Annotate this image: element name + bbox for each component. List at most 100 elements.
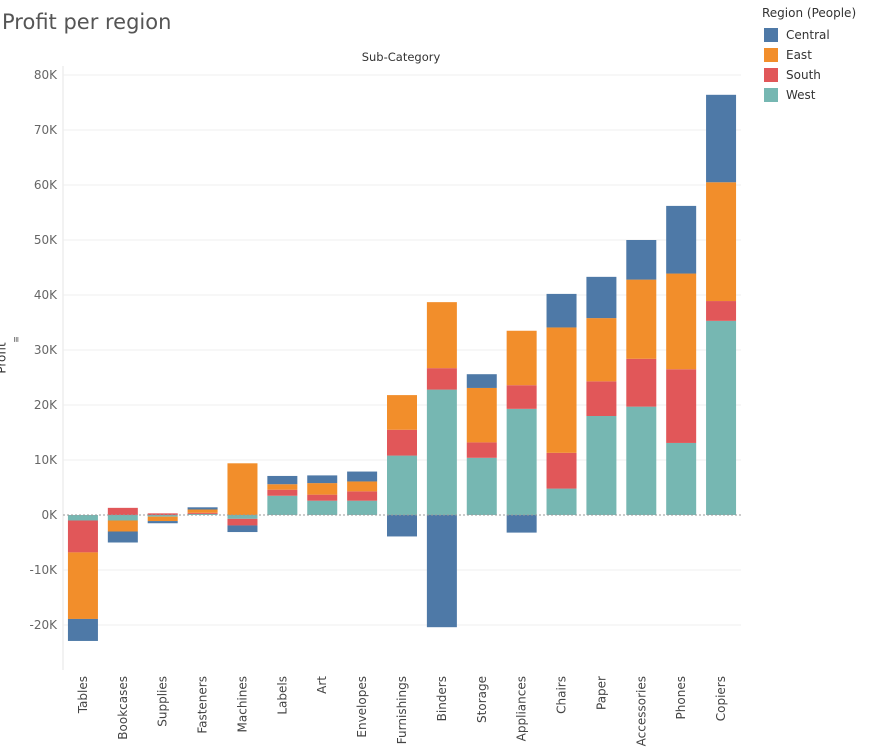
bar-tables-east[interactable] — [67, 552, 98, 619]
legend-label: South — [786, 68, 821, 82]
bar-binders-south[interactable] — [426, 368, 457, 390]
bar-labels-central[interactable] — [267, 475, 298, 485]
x-tick-label: Accessories — [634, 676, 648, 746]
bar-bookcases-west[interactable] — [107, 515, 138, 521]
x-tick-label: Art — [315, 676, 329, 694]
bar-machines-west[interactable] — [227, 515, 258, 519]
bar-envelopes-west[interactable] — [347, 500, 378, 515]
bar-chairs-east[interactable] — [546, 327, 577, 453]
bar-supplies-central[interactable] — [147, 521, 178, 524]
bar-envelopes-east[interactable] — [347, 481, 378, 492]
bar-fasteners-south[interactable] — [187, 512, 218, 514]
legend-swatch — [764, 28, 778, 42]
bar-labels-south[interactable] — [267, 489, 298, 496]
legend-label: West — [786, 88, 816, 102]
legend-title: Region (People) — [762, 6, 857, 20]
bar-art-central[interactable] — [307, 475, 338, 484]
bar-paper-south[interactable] — [586, 381, 617, 416]
x-tick-label: Phones — [674, 676, 688, 719]
x-tick-label: Copiers — [714, 676, 728, 721]
legend-item-west[interactable]: West — [762, 85, 856, 105]
bar-copiers-central[interactable] — [706, 94, 737, 183]
bar-furnishings-central[interactable] — [387, 515, 417, 537]
bar-art-west[interactable] — [307, 500, 338, 515]
bar-furnishings-west[interactable] — [387, 455, 417, 515]
bar-phones-west[interactable] — [666, 442, 697, 515]
bar-storage-east[interactable] — [466, 387, 497, 443]
y-tick-label: 70K — [34, 123, 58, 137]
bar-bookcases-central[interactable] — [107, 531, 138, 543]
legend-items: Central East South West — [762, 25, 856, 105]
bar-appliances-west[interactable] — [506, 408, 537, 515]
bar-accessories-west[interactable] — [626, 406, 657, 515]
bar-art-east[interactable] — [307, 483, 338, 495]
bar-labels-east[interactable] — [267, 484, 298, 490]
bar-tables-south[interactable] — [67, 520, 98, 553]
bar-envelopes-central[interactable] — [347, 471, 378, 482]
y-tick-label: -20K — [30, 618, 59, 632]
bar-furnishings-south[interactable] — [387, 429, 417, 456]
bar-machines-south[interactable] — [227, 518, 258, 526]
bar-furnishings-east[interactable] — [387, 395, 417, 430]
bar-binders-east[interactable] — [426, 302, 457, 369]
bar-appliances-central[interactable] — [506, 515, 537, 533]
bar-fasteners-west[interactable] — [187, 513, 218, 515]
bar-supplies-south[interactable] — [147, 513, 178, 515]
bar-supplies-west[interactable] — [147, 515, 178, 517]
legend-item-central[interactable]: Central — [762, 25, 856, 45]
bar-tables-west[interactable] — [67, 515, 98, 521]
bar-accessories-south[interactable] — [626, 358, 657, 407]
legend-item-east[interactable]: East — [762, 45, 856, 65]
x-tick-label: Storage — [475, 676, 489, 723]
bar-art-south[interactable] — [307, 494, 338, 501]
y-tick-label: 50K — [34, 233, 58, 247]
y-tick-label: 0K — [41, 508, 58, 522]
bar-phones-central[interactable] — [666, 205, 697, 274]
x-tick-label: Paper — [594, 676, 608, 710]
legend-swatch — [764, 88, 778, 102]
bar-chairs-west[interactable] — [546, 488, 577, 515]
bar-storage-west[interactable] — [466, 457, 497, 515]
legend-item-south[interactable]: South — [762, 65, 856, 85]
x-tick-label: Supplies — [156, 676, 170, 727]
bar-appliances-east[interactable] — [506, 330, 537, 386]
bar-phones-south[interactable] — [666, 369, 697, 443]
column-header-label: Sub-Category — [361, 50, 441, 64]
x-tick-label: Fasteners — [196, 676, 210, 734]
bar-copiers-south[interactable] — [706, 301, 737, 321]
bar-chairs-south[interactable] — [546, 452, 577, 489]
bar-machines-east[interactable] — [227, 463, 258, 515]
bar-bookcases-east[interactable] — [107, 520, 138, 532]
bar-copiers-west[interactable] — [706, 320, 737, 515]
bar-paper-central[interactable] — [586, 276, 617, 319]
bar-copiers-east[interactable] — [706, 182, 737, 302]
bar-envelopes-south[interactable] — [347, 491, 378, 501]
x-tick-label: Binders — [435, 676, 449, 721]
bar-accessories-east[interactable] — [626, 279, 657, 359]
bar-binders-west[interactable] — [426, 389, 457, 515]
bar-supplies-east[interactable] — [147, 516, 178, 522]
bar-fasteners-central[interactable] — [187, 507, 218, 510]
bar-paper-east[interactable] — [586, 318, 617, 382]
bar-chairs-central[interactable] — [546, 293, 577, 328]
bar-phones-east[interactable] — [666, 273, 697, 370]
bar-labels-west[interactable] — [267, 495, 298, 515]
bar-bookcases-south[interactable] — [107, 507, 138, 515]
y-tick-label: -10K — [30, 563, 59, 577]
bar-binders-central[interactable] — [426, 515, 457, 628]
x-tick-label: Chairs — [555, 676, 569, 714]
bar-paper-west[interactable] — [586, 416, 617, 515]
bar-storage-central[interactable] — [466, 374, 497, 388]
legend-label: East — [786, 48, 812, 62]
bar-appliances-south[interactable] — [506, 385, 537, 409]
y-tick-label: 40K — [34, 288, 58, 302]
bar-accessories-central[interactable] — [626, 240, 657, 280]
bar-machines-central[interactable] — [227, 525, 258, 533]
bar-storage-south[interactable] — [466, 442, 497, 458]
x-tick-label: Labels — [275, 676, 289, 715]
bar-tables-central[interactable] — [67, 618, 98, 641]
bar-fasteners-east[interactable] — [187, 509, 218, 513]
x-tick-label: Bookcases — [116, 676, 130, 740]
legend: Region (People) Central East South West — [762, 6, 856, 105]
